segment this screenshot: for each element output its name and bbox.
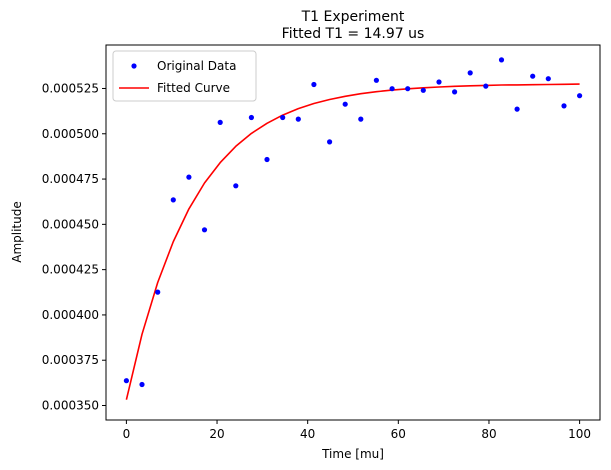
data-point <box>155 289 161 295</box>
data-point <box>123 378 129 384</box>
data-point <box>170 197 176 203</box>
x-tick-label: 80 <box>481 427 496 441</box>
data-point <box>420 87 426 93</box>
data-point <box>327 139 333 145</box>
y-tick-label: 0.000375 <box>42 353 99 367</box>
data-point <box>530 73 536 79</box>
fitted-curve-line <box>125 83 580 400</box>
y-tick-label: 0.000475 <box>42 172 99 186</box>
data-point <box>436 79 442 85</box>
data-point <box>186 174 192 180</box>
data-point <box>373 77 379 83</box>
plot-content <box>123 57 583 400</box>
legend: Original Data Fitted Curve <box>112 50 257 102</box>
data-point <box>217 119 223 125</box>
data-point <box>561 103 567 109</box>
y-tick-label: 0.000400 <box>42 308 99 322</box>
x-axis: 0 20 40 60 80 100 <box>123 420 591 441</box>
y-tick-label: 0.000350 <box>42 399 99 413</box>
y-tick-label: 0.000425 <box>42 263 99 277</box>
y-tick-label: 0.000450 <box>42 217 99 231</box>
x-axis-label: Time [mu] <box>321 447 384 461</box>
data-point <box>483 83 489 89</box>
data-point <box>139 381 145 388</box>
data-point <box>514 106 520 112</box>
data-point <box>233 183 239 189</box>
legend-marker-original-data <box>131 63 137 69</box>
x-tick-label: 20 <box>209 427 224 441</box>
data-point <box>280 114 286 121</box>
x-tick-label: 40 <box>300 427 315 441</box>
data-point <box>311 81 317 88</box>
y-axis: 0.000350 0.000375 0.000400 0.000425 0.000450… <box>42 81 106 413</box>
x-tick-label: 100 <box>568 427 591 441</box>
data-point <box>358 116 364 122</box>
y-tick-label: 0.000500 <box>42 127 99 141</box>
data-point <box>342 101 348 107</box>
plot-area-frame <box>105 44 601 421</box>
x-tick-label: 60 <box>391 427 406 441</box>
data-point <box>577 93 583 99</box>
data-point <box>389 86 395 92</box>
data-point <box>405 86 411 92</box>
data-point <box>201 227 208 233</box>
legend-label-original-data: Original Data <box>157 59 236 73</box>
y-tick-label: 0.000525 <box>42 81 99 95</box>
chart-title: T1 Experiment <box>301 9 405 25</box>
legend-label-fitted-curve: Fitted Curve <box>157 81 230 95</box>
data-point <box>264 156 270 163</box>
x-tick-label: 0 <box>123 427 131 441</box>
data-point <box>498 57 505 63</box>
data-point <box>545 76 551 82</box>
chart-subtitle: Fitted T1 = 14.97 us <box>282 26 425 42</box>
data-point <box>248 114 254 121</box>
data-point <box>295 116 301 122</box>
data-point <box>452 89 458 95</box>
data-point <box>467 70 473 76</box>
y-axis-label: Amplitude <box>10 201 24 263</box>
